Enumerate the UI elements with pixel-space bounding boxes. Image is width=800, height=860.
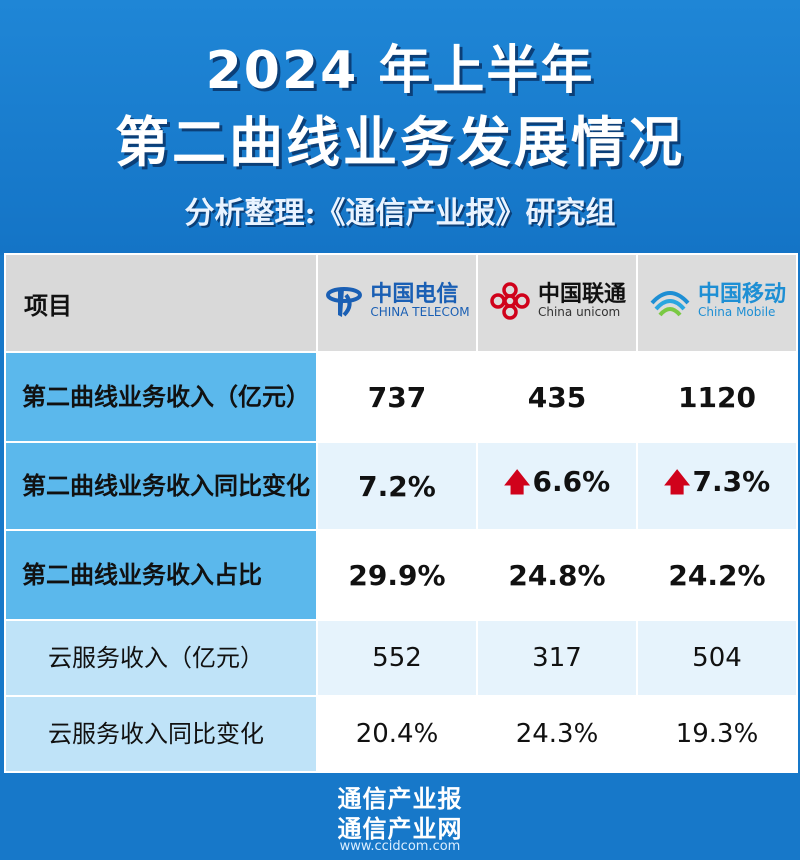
row-label: 云服务收入同比变化 [4,695,318,773]
title-line-1: 2024 年上半年 [205,41,595,101]
row-label: 第二曲线业务收入同比变化 [4,441,318,531]
arrow-up-icon: 🡅 [663,468,691,498]
table-cell: 24.2% [636,529,798,621]
footer-brand-2: 通信产业网 [337,815,463,843]
table-cell: 🡅6.6% [476,441,638,531]
header-banner: 2024 年上半年 第二曲线业务发展情况 分析整理:《通信产业报》研究组 [0,0,800,255]
mobile-logo: 中国移动 China Mobile [648,281,786,321]
operator-unicom: 中国联通 China unicom [476,253,638,353]
telecom-logo: 中国电信 CHINA TELECOM [324,281,470,321]
table-cell: 24.3% [476,695,638,773]
table-cell: 24.8% [476,529,638,621]
table-cell: 552 [316,619,478,697]
table-row: 第二曲线业务收入（亿元） 737 435 1120 [4,351,798,443]
table-cell: 20.4% [316,695,478,773]
table-cell: 435 [476,351,638,443]
mobile-name-cn: 中国移动 [697,282,786,308]
row-label: 第二曲线业务收入（亿元） [4,351,318,443]
table-cell: 7.2% [316,441,478,531]
table-row: 第二曲线业务收入同比变化 7.2% 🡅6.6% 🡅7.3% [4,441,798,531]
table-cell: 29.9% [316,529,478,621]
unicom-logo-icon [490,282,530,320]
mobile-name-en: China Mobile [697,305,776,320]
footer-banner: 通信产业报 通信产业网 www.ccidcom.com [0,771,800,860]
telecom-name-en: CHINA TELECOM [370,305,470,320]
telecom-logo-icon [326,287,363,317]
row-label: 云服务收入（亿元） [4,619,318,697]
title-line-2: 第二曲线业务发展情况 [115,111,685,174]
cell-value: 6.6% [532,465,611,498]
table-cell: 737 [316,351,478,443]
table-cell: 19.3% [636,695,798,773]
telecom-name-cn: 中国电信 [370,282,459,308]
table-row: 第二曲线业务收入占比 29.9% 24.8% 24.2% [4,529,798,621]
arrow-up-icon: 🡅 [503,468,531,498]
table-cell: 504 [636,619,798,697]
comparison-table: 项目 中国电信 CHINA TELECOM [4,253,798,773]
mobile-logo-icon [650,291,690,317]
table-cell: 🡅7.3% [636,441,798,531]
unicom-logo: 中国联通 China unicom [488,281,626,321]
operator-telecom: 中国电信 CHINA TELECOM [316,253,478,353]
footer-url[interactable]: www.ccidcom.com [339,839,461,854]
operator-mobile: 中国移动 China Mobile [636,253,798,353]
cell-value: 7.3% [692,465,771,498]
subtitle: 分析整理:《通信产业报》研究组 [184,196,616,231]
row-label: 第二曲线业务收入占比 [4,529,318,621]
table-row: 云服务收入（亿元） 552 317 504 [4,619,798,697]
table-cell: 317 [476,619,638,697]
table-row: 云服务收入同比变化 20.4% 24.3% 19.3% [4,695,798,773]
table-cell: 1120 [636,351,798,443]
table-header-row: 项目 中国电信 CHINA TELECOM [4,253,798,353]
footer-brand-1: 通信产业报 [337,785,463,813]
unicom-name-en: China unicom [537,305,621,320]
unicom-name-cn: 中国联通 [537,282,626,308]
corner-label: 项目 [4,253,318,353]
